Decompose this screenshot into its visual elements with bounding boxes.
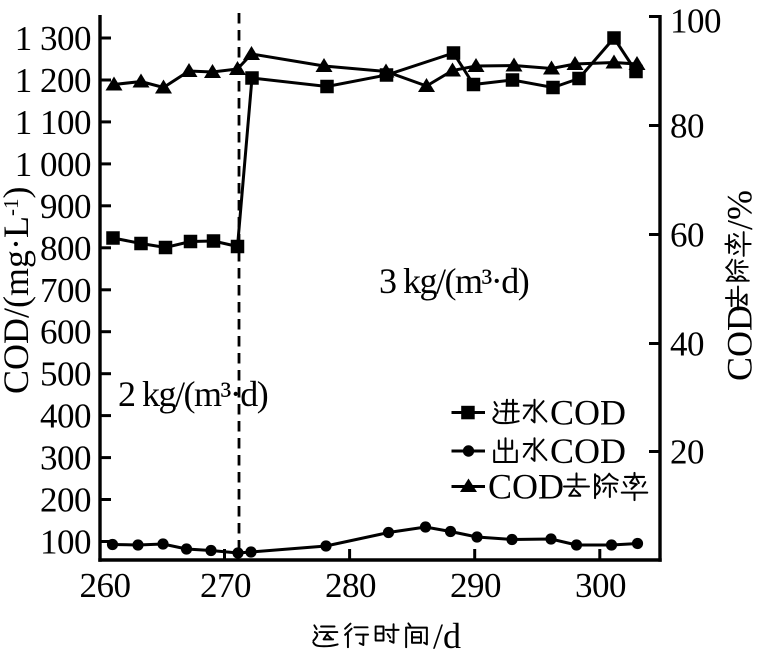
svg-text:300: 300 xyxy=(575,566,626,605)
svg-text:900: 900 xyxy=(40,187,91,226)
svg-text:290: 290 xyxy=(450,566,501,605)
svg-text:20: 20 xyxy=(670,433,704,472)
svg-text:COD: COD xyxy=(550,393,626,433)
svg-text:80: 80 xyxy=(670,107,704,146)
svg-text:800: 800 xyxy=(40,229,91,268)
svg-text:60: 60 xyxy=(670,216,704,255)
svg-text:100: 100 xyxy=(670,2,721,41)
svg-text:700: 700 xyxy=(40,271,91,310)
svg-text:500: 500 xyxy=(40,355,91,394)
svg-text:260: 260 xyxy=(80,566,131,605)
svg-text:/d: /d xyxy=(433,616,461,656)
svg-text:400: 400 xyxy=(40,397,91,436)
svg-text:1 000: 1 000 xyxy=(15,145,91,184)
svg-text:1 200: 1 200 xyxy=(15,61,91,100)
svg-text:270: 270 xyxy=(200,566,251,605)
svg-text:3 kg/(m³·d): 3 kg/(m³·d) xyxy=(379,261,529,301)
svg-text:/%: /% xyxy=(720,190,759,230)
svg-text:40: 40 xyxy=(670,325,704,364)
svg-text:100: 100 xyxy=(40,523,91,562)
svg-text:280: 280 xyxy=(325,566,376,605)
svg-text:1 100: 1 100 xyxy=(15,103,91,142)
svg-text:COD: COD xyxy=(488,467,564,507)
svg-text:COD: COD xyxy=(720,305,759,381)
svg-text:600: 600 xyxy=(40,313,91,352)
svg-text:COD/(mg·L-1): COD/(mg·L-1) xyxy=(0,187,36,394)
svg-text:COD: COD xyxy=(550,431,626,471)
svg-text:300: 300 xyxy=(40,439,91,478)
svg-text:200: 200 xyxy=(40,481,91,520)
svg-text:2 kg/(m³·d): 2 kg/(m³·d) xyxy=(118,374,268,414)
svg-text:1 300: 1 300 xyxy=(15,19,91,58)
